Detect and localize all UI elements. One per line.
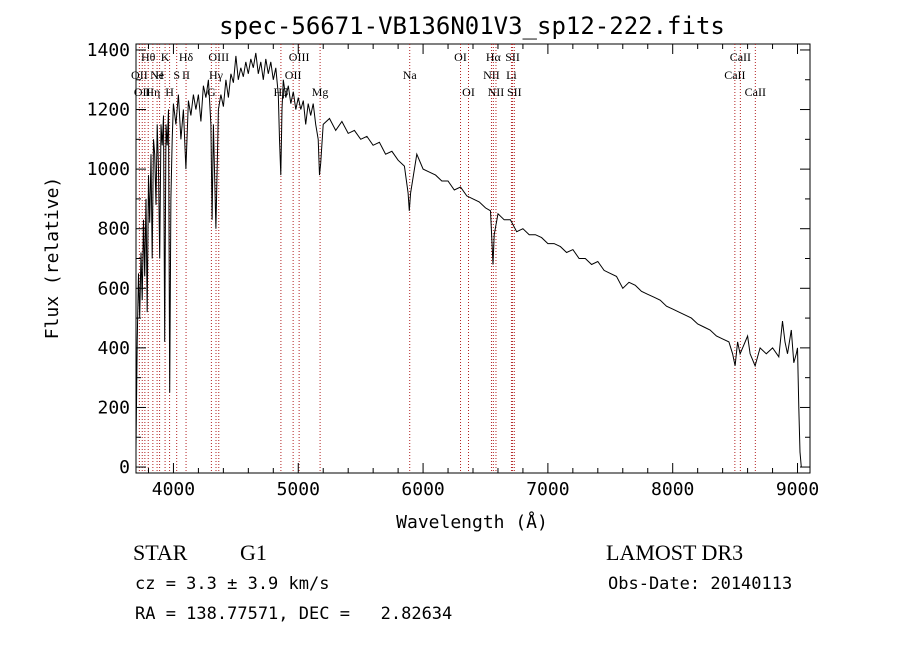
marker-labels: OIIOIIHθHηNeHKHSHδIIGHγOIIIHβOIIOIIIMgNa… (131, 50, 766, 99)
spectral-line-label: NII (488, 85, 505, 99)
x-tick-label: 6000 (401, 479, 444, 500)
y-tick-label: 400 (97, 338, 130, 359)
y-tick-label: 1000 (87, 159, 130, 180)
spectral-line-label: OI (454, 50, 467, 64)
object-subclass: G1 (240, 540, 267, 565)
redshift-velocity: cz = 3.3 ± 3.9 km/s (135, 574, 330, 594)
spectral-line-label: OII (131, 68, 148, 82)
observation-date: Obs-Date: 20140113 (608, 574, 793, 594)
spectral-line-label: NII (483, 68, 500, 82)
spectral-line-label: II (182, 68, 190, 82)
spectral-line-label: CaII (745, 85, 766, 99)
spectral-line-label: SII (507, 85, 522, 99)
spectral-line-label: Mg (312, 85, 329, 99)
x-axis-label: Wavelength (Å) (396, 511, 548, 533)
y-tick-label: 800 (97, 219, 130, 240)
spectral-line-label: K (161, 50, 170, 64)
x-tick-label: 8000 (651, 479, 694, 500)
spectral-line-label: H (165, 85, 174, 99)
plot-frame (135, 43, 811, 474)
spectral-line-label: Ne (150, 68, 164, 82)
x-tick-label: 7000 (526, 479, 569, 500)
y-tick-label: 1400 (87, 40, 130, 61)
spectral-line-label: Hη (145, 85, 160, 99)
y-tick-label: 200 (97, 397, 130, 418)
x-tick-label: 4000 (152, 479, 195, 500)
marker-lines (138, 44, 756, 473)
spectral-line-label: S (173, 68, 180, 82)
chart-title: spec-56671-VB136N01V3_sp12-222.fits (219, 12, 725, 40)
spectral-line-label: OIII (208, 50, 229, 64)
y-tick-label: 600 (97, 278, 130, 299)
spectral-line-label: OII (285, 68, 302, 82)
spectral-line-label: Hα (486, 50, 502, 64)
spectral-line-label: CaII (730, 50, 751, 64)
spectral-line-label: Li (506, 68, 517, 82)
y-axis-label: Flux (relative) (42, 177, 63, 340)
spectral-line-label: Na (403, 68, 418, 82)
x-tick-label: 9000 (776, 479, 819, 500)
spectral-line-label: OIII (289, 50, 310, 64)
y-tick-label: 0 (119, 457, 130, 478)
spectral-line-label: Hθ (141, 50, 156, 64)
x-axis-ticks: 4000 5000 6000 7000 8000 9000 (147, 44, 819, 500)
spectral-line-label: CaII (724, 68, 745, 82)
ra-dec-coordinates: RA = 138.77571, DEC = 2.82634 (135, 604, 453, 624)
spectrum-series-line (135, 52, 802, 468)
spectral-line-label: SII (505, 50, 520, 64)
spectral-line-label: G (207, 85, 216, 99)
spectral-line-label: Hγ (209, 68, 224, 82)
spectral-line-label: OI (462, 85, 475, 99)
y-axis-ticks: 0 200 400 600 800 1000 1200 1400 (87, 40, 810, 478)
x-tick-label: 5000 (277, 479, 320, 500)
spectral-line-label: OII (134, 85, 151, 99)
spectral-line-label: Hδ (179, 50, 194, 64)
y-tick-label: 1200 (87, 100, 130, 121)
survey-name: LAMOST DR3 (606, 540, 744, 565)
object-class: STAR (133, 540, 188, 565)
spectral-line-label: H (155, 68, 164, 82)
